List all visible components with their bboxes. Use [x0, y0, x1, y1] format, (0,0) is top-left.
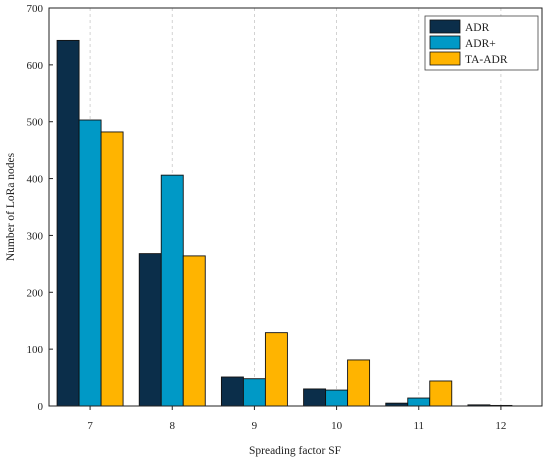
bar-ta-adr-sf11 — [429, 380, 453, 407]
y-tick-label: 300 — [27, 230, 44, 242]
x-axis-title: Spreading factor SF — [249, 445, 341, 457]
plot-frame — [48, 7, 543, 407]
y-tick-label: 700 — [27, 3, 44, 15]
x-tick-label: 8 — [170, 420, 176, 432]
bar-adr-sf7 — [56, 39, 80, 407]
y-tick-label: 600 — [27, 60, 44, 72]
y-tick-label: 0 — [38, 401, 44, 413]
bar-ta-adr-sf7 — [100, 131, 124, 407]
legend: ADR ADR+ TA-ADR — [424, 15, 539, 71]
bar-adr--sf7 — [78, 119, 102, 407]
legend-swatch — [429, 19, 461, 34]
x-tick-label: 11 — [413, 420, 424, 432]
legend-label: ADR+ — [465, 38, 496, 50]
bar-ta-adr-sf8 — [182, 255, 206, 407]
y-tick-label: 500 — [27, 117, 44, 129]
bar-ta-adr-sf10 — [347, 359, 371, 407]
x-tick-label: 10 — [331, 420, 343, 432]
bar-adr-sf8 — [138, 253, 162, 407]
bar-adr-sf9 — [220, 376, 244, 407]
x-tick-label: 9 — [252, 420, 258, 432]
axis-ticks: 0 100 200 300 400 500 600 700 7 8 9 10 11 12 — [27, 3, 507, 432]
y-tick-label: 200 — [27, 287, 44, 299]
legend-swatch — [429, 35, 461, 50]
legend-label: TA-ADR — [465, 54, 508, 66]
y-tick-label: 400 — [27, 174, 44, 186]
x-tick-label: 12 — [495, 420, 506, 432]
bars — [56, 39, 513, 407]
bar-adr--sf8 — [160, 174, 184, 407]
y-axis-title: Number of LoRa nodes — [5, 152, 17, 261]
bar-adr--sf9 — [242, 378, 266, 407]
x-tick-label: 7 — [87, 420, 93, 432]
bar-adr--sf10 — [325, 389, 349, 407]
bar-adr--sf11 — [407, 397, 431, 407]
legend-swatch — [429, 51, 461, 66]
bar-adr-sf10 — [303, 388, 327, 407]
legend-label: ADR — [465, 22, 490, 34]
bar-ta-adr-sf9 — [264, 332, 288, 407]
y-tick-label: 100 — [27, 344, 44, 356]
